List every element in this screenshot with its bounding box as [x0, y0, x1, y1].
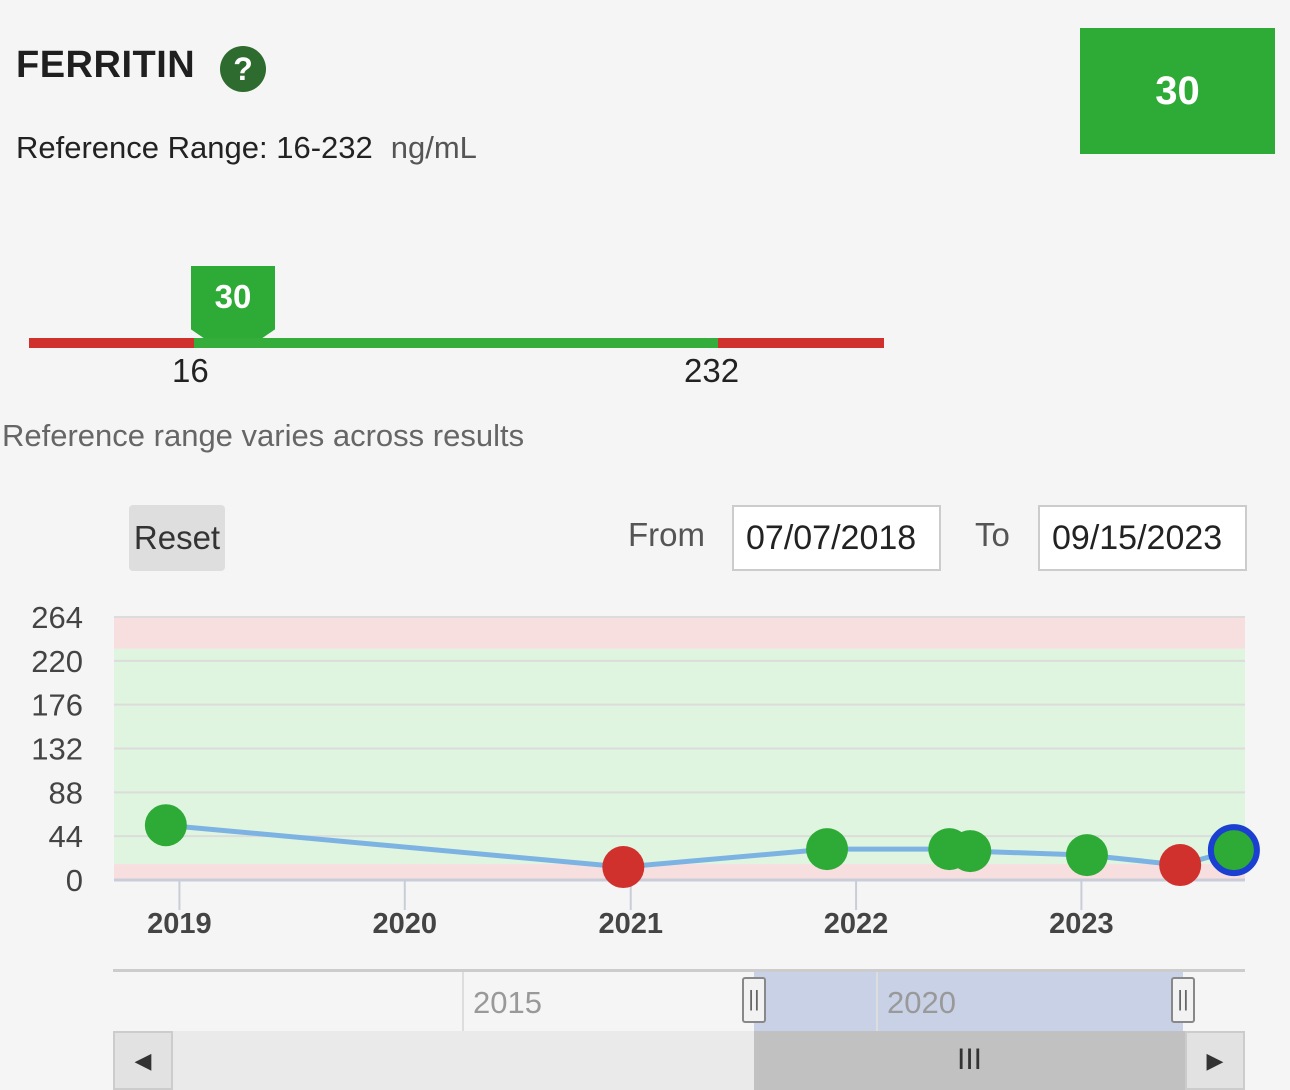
- scroll-left-arrow-icon[interactable]: ◀: [113, 1031, 173, 1090]
- range-navigator[interactable]: 2015 2020 || ||: [113, 969, 1245, 1031]
- y-tick-label: 0: [66, 863, 83, 898]
- from-date-input[interactable]: [732, 505, 941, 571]
- navigator-left-handle[interactable]: ||: [742, 977, 766, 1023]
- result-value-badge: 30: [1080, 28, 1275, 154]
- data-point: [806, 828, 849, 871]
- reference-range: Reference Range: 16-232 ng/mL: [16, 130, 477, 166]
- navigator-label-2020: 2020: [887, 985, 956, 1020]
- y-tick-label: 88: [49, 775, 83, 810]
- gauge-value-marker: 30: [191, 266, 275, 338]
- y-tick-label: 176: [31, 688, 83, 723]
- y-tick-label: 44: [49, 819, 83, 854]
- navigator-right-handle[interactable]: ||: [1171, 977, 1195, 1023]
- x-tick-label: 2019: [147, 908, 212, 940]
- gauge-low-out-of-range-bar: [29, 338, 194, 348]
- to-date-input[interactable]: [1038, 505, 1247, 571]
- y-tick-label: 220: [31, 644, 83, 679]
- gauge-low-label: 16: [172, 352, 209, 389]
- reference-range-unit: ng/mL: [390, 130, 477, 165]
- data-point: [1065, 834, 1108, 877]
- data-point: [602, 846, 645, 889]
- gauge-high-label: 232: [684, 352, 740, 389]
- in-range-band: [114, 648, 1245, 865]
- scrollbar-thumb[interactable]: III: [754, 1031, 1185, 1090]
- to-label: To: [975, 516, 1010, 553]
- y-tick-label: 132: [31, 732, 83, 767]
- data-point: [949, 830, 992, 873]
- from-label: From: [628, 516, 705, 553]
- gauge-high-out-of-range-bar: [718, 338, 884, 348]
- scroll-right-arrow-icon[interactable]: ▶: [1185, 1031, 1245, 1090]
- x-tick-label: 2022: [824, 908, 889, 940]
- navigator-label-2015: 2015: [473, 985, 542, 1020]
- gauge-in-range-bar: [194, 338, 718, 348]
- reference-range-label: Reference Range: 16-232: [16, 130, 373, 165]
- high-out-of-range-band: [114, 617, 1245, 649]
- navigator-tick: [462, 972, 464, 1031]
- navigator-top-line: [113, 969, 1245, 972]
- navigator-scrollbar[interactable]: ◀ III ▶: [113, 1031, 1245, 1090]
- x-tick-label: 2023: [1049, 908, 1114, 940]
- navigator-selected-range[interactable]: [754, 972, 1183, 1031]
- ferritin-history-chart: 264 220 176 132 88 44 0 2019 2020 2021 2022 2023: [31, 600, 1260, 940]
- data-point: [144, 804, 187, 847]
- reset-button[interactable]: Reset: [129, 505, 225, 571]
- help-icon[interactable]: ?: [220, 46, 266, 92]
- data-point: [1159, 844, 1202, 887]
- x-tick-label: 2020: [373, 908, 438, 940]
- navigator-tick: [876, 972, 878, 1031]
- y-tick-label: 264: [31, 600, 83, 635]
- x-tick-label: 2021: [598, 908, 663, 940]
- selected-data-point: [1207, 824, 1260, 877]
- reference-range-note: Reference range varies across results: [2, 418, 525, 453]
- page-title: FERRITIN: [16, 44, 196, 86]
